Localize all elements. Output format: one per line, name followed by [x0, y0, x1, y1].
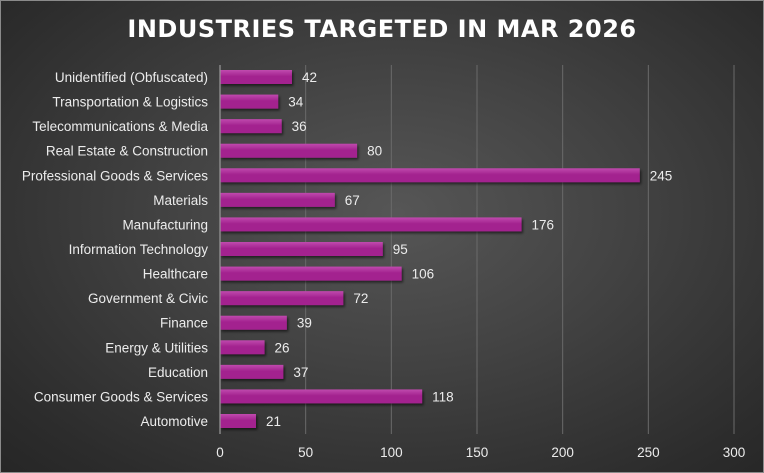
category-label: Materials: [153, 193, 208, 208]
category-label: Government & Civic: [88, 291, 208, 306]
data-label: 39: [297, 316, 312, 331]
bar: [220, 70, 292, 84]
category-label: Consumer Goods & Services: [34, 389, 208, 404]
category-label: Manufacturing: [122, 217, 208, 232]
category-label: Real Estate & Construction: [46, 144, 208, 159]
data-label: 80: [367, 144, 382, 159]
chart-title: INDUSTRIES TARGETED IN MAR 2026: [127, 15, 637, 43]
category-label: Professional Goods & Services: [22, 168, 208, 183]
bar: [220, 291, 344, 306]
data-label: 42: [302, 70, 317, 85]
data-label: 36: [292, 119, 307, 134]
category-label: Information Technology: [69, 242, 209, 257]
data-label: 72: [353, 291, 368, 306]
bar: [220, 217, 522, 232]
bar: [220, 192, 335, 207]
category-label: Telecommunications & Media: [32, 119, 208, 134]
category-label: Healthcare: [143, 267, 208, 282]
data-label: 118: [432, 389, 454, 404]
x-tick-label: 250: [637, 445, 660, 460]
bar: [220, 168, 640, 183]
x-tick-label: 50: [298, 445, 313, 460]
bar: [220, 315, 287, 330]
bar: [220, 143, 358, 158]
bar: [220, 364, 284, 379]
data-label: 106: [412, 267, 435, 282]
bar: [220, 242, 383, 256]
x-tick-label: 300: [723, 445, 746, 460]
bar: [220, 340, 265, 355]
data-label: 34: [288, 95, 304, 110]
gridlines: [305, 65, 735, 434]
data-label: 245: [650, 168, 673, 183]
labels: 0 50 100 150 200 250 300 Unidentified (Obfuscat…: [22, 70, 745, 460]
data-label: 21: [266, 414, 281, 429]
data-label: 67: [345, 193, 360, 208]
category-label: Automotive: [140, 414, 208, 429]
bars: [220, 70, 640, 428]
x-tick-label: 200: [551, 445, 574, 460]
x-tick-label: 0: [216, 445, 224, 460]
bar: [220, 119, 282, 134]
bar: [220, 389, 423, 404]
category-label: Energy & Utilities: [105, 340, 208, 355]
bar: [220, 94, 279, 109]
bar: [220, 266, 402, 281]
x-tick-label: 150: [466, 445, 489, 460]
category-label: Finance: [160, 316, 208, 331]
category-label: Transportation & Logistics: [52, 95, 208, 110]
category-label: Unidentified (Obfuscated): [55, 70, 208, 85]
bar: [220, 414, 256, 428]
data-label: 26: [275, 340, 290, 355]
x-tick-label: 100: [380, 445, 403, 460]
data-label: 37: [293, 365, 308, 380]
category-label: Education: [148, 365, 208, 380]
data-label: 176: [532, 217, 555, 232]
data-label: 95: [393, 242, 408, 257]
